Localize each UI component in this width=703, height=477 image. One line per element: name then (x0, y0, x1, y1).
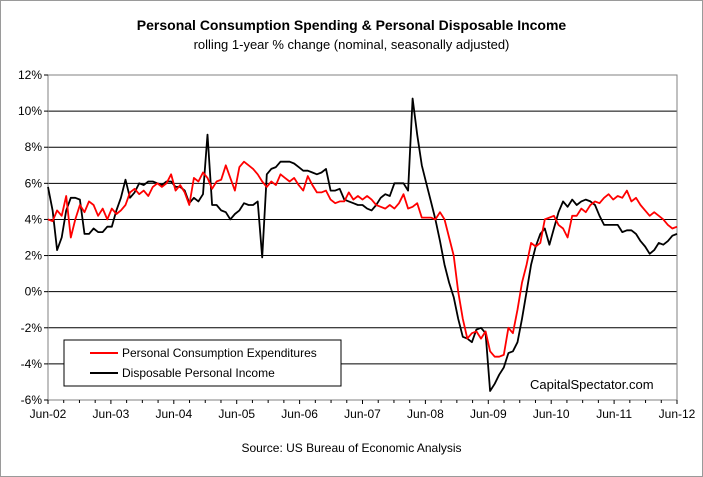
x-tick-label: Jun-08 (407, 407, 444, 421)
x-tick-label: Jun-06 (281, 407, 318, 421)
x-tick-label: Jun-11 (596, 407, 632, 421)
y-tick-label: -4% (21, 357, 43, 371)
y-tick-label: 12% (18, 68, 42, 82)
y-tick-label: 6% (25, 176, 43, 190)
line-chart: 12%10%8%6%4%2%0%-2%-4%-6% Jun-02 Jun-03 Ju… (0, 0, 703, 477)
legend: Personal Consumption Expenditures Disposa… (64, 340, 341, 386)
x-tick-label: Jun-12 (659, 407, 696, 421)
watermark-text: CapitalSpectator.com (530, 377, 654, 392)
y-axis: 12% 10% 8% 6% 4% 2% 0% -2% -4% -6% (18, 68, 48, 407)
y-tick-label: 8% (25, 140, 43, 154)
x-axis: Jun-02 Jun-03 Jun-04 Jun-05 Jun-06 Jun-07 Jun-… (30, 400, 696, 421)
x-tick-label: Jun-02 (30, 407, 67, 421)
x-tick-label: Jun-10 (533, 407, 570, 421)
x-tick-label: Jun-04 (155, 407, 192, 421)
y-tick-label: -6% (21, 393, 43, 407)
x-tick-label: Jun-05 (218, 407, 255, 421)
y-tick-label: 0% (25, 285, 43, 299)
y-tick-label: 2% (25, 249, 43, 263)
legend-label: Personal Consumption Expenditures (122, 346, 317, 360)
y-tick-label: -2% (21, 321, 43, 335)
x-tick-label: Jun-03 (93, 407, 130, 421)
legend-label: Disposable Personal Income (122, 366, 275, 380)
y-tick-label: 10% (18, 104, 42, 118)
x-tick-label: Jun-07 (344, 407, 381, 421)
x-tick-label: Jun-09 (470, 407, 507, 421)
y-tick-label: 4% (25, 212, 43, 226)
